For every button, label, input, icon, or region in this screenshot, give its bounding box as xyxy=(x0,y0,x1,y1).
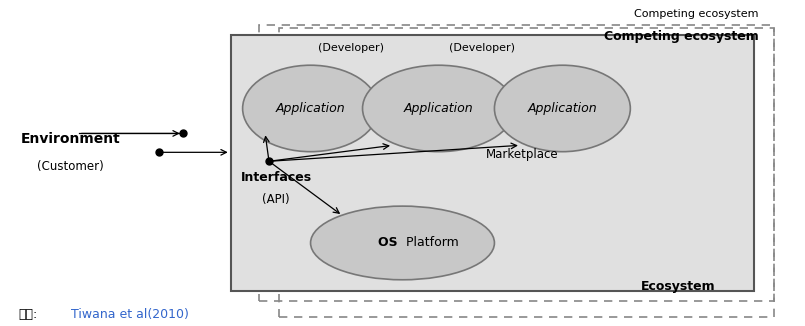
Text: (Developer): (Developer) xyxy=(317,43,383,52)
Ellipse shape xyxy=(362,65,514,152)
Bar xyxy=(230,35,754,291)
Text: Marketplace: Marketplace xyxy=(486,148,559,161)
Text: Application: Application xyxy=(527,102,597,115)
Ellipse shape xyxy=(311,206,494,280)
Text: Tiwana et al(2010): Tiwana et al(2010) xyxy=(71,308,188,321)
Text: (API): (API) xyxy=(262,193,290,206)
Ellipse shape xyxy=(242,65,378,152)
Text: Interfaces: Interfaces xyxy=(241,171,312,184)
Text: Application: Application xyxy=(403,102,473,115)
Text: (Developer): (Developer) xyxy=(449,43,515,52)
Text: Competing ecosystem: Competing ecosystem xyxy=(634,9,758,19)
Bar xyxy=(258,25,774,301)
Bar xyxy=(279,28,774,317)
Text: Application: Application xyxy=(276,102,345,115)
Text: Environment: Environment xyxy=(21,132,121,146)
Text: Competing ecosystem: Competing ecosystem xyxy=(604,30,758,43)
Text: 자료:: 자료: xyxy=(19,308,38,321)
Ellipse shape xyxy=(494,65,630,152)
Text: OS: OS xyxy=(378,236,402,249)
Text: Ecosystem: Ecosystem xyxy=(641,280,716,293)
Text: (Customer): (Customer) xyxy=(37,160,104,173)
Text: Platform: Platform xyxy=(402,236,459,249)
